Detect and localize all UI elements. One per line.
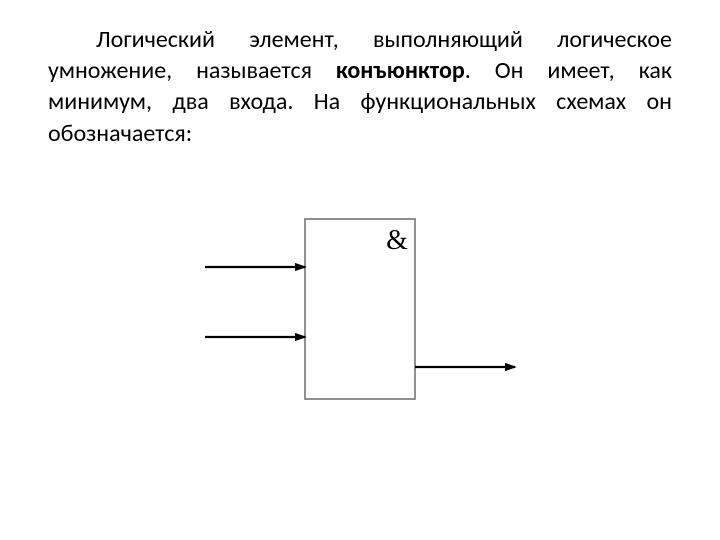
diagram-container: & bbox=[48, 189, 672, 489]
gate-symbol-label: & bbox=[386, 225, 408, 256]
conjunctor-diagram: & bbox=[175, 189, 545, 419]
description-paragraph: Логический элемент, выполняющий логическ… bbox=[48, 24, 672, 149]
term-bold: конъюнктор bbox=[336, 56, 465, 85]
